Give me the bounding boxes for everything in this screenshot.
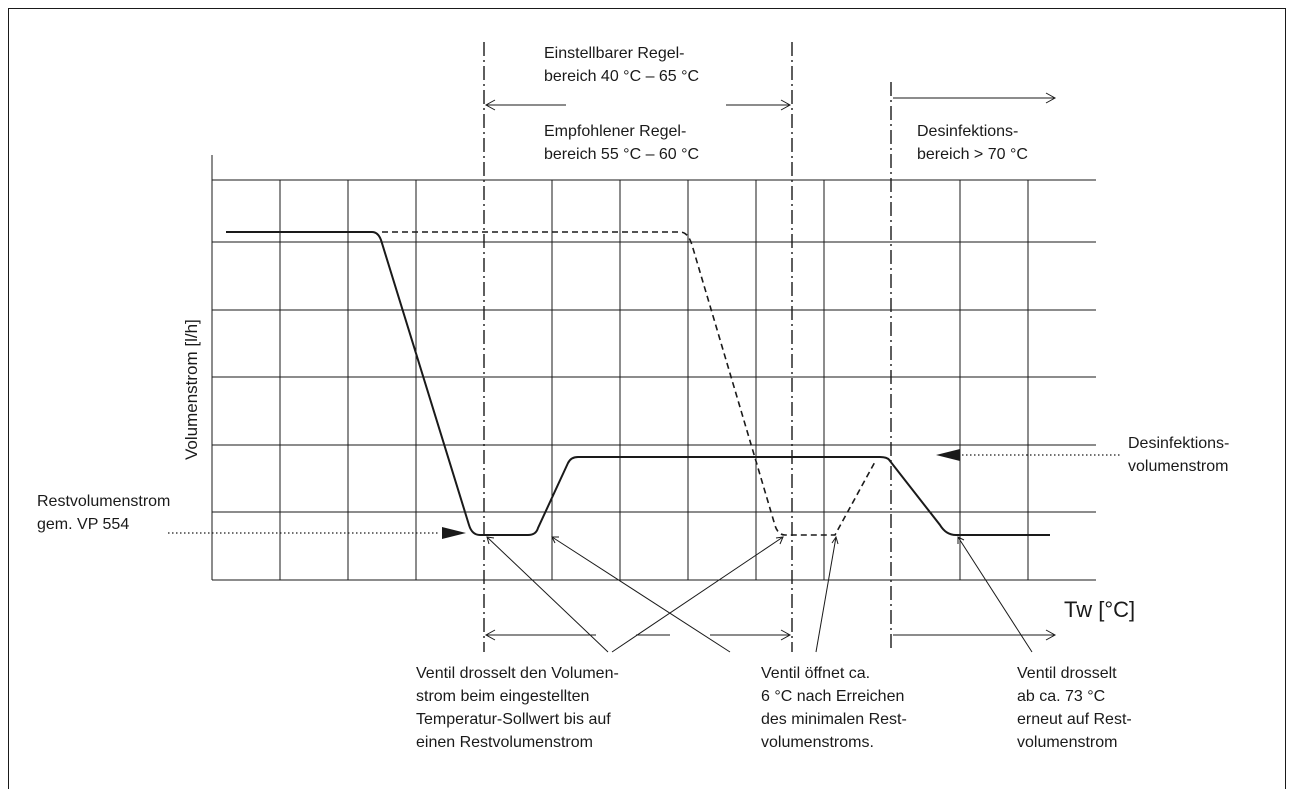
note-ventil-oeffnet: Ventil öffnet ca. 6 °C nach Erreichen des … [761, 665, 907, 751]
chart-grid [211, 155, 1096, 581]
label-restvolumenstrom: Restvolumenstrom gem. VP 554 [37, 493, 171, 533]
x-axis-label: Tw [°C] [1064, 597, 1136, 622]
label-empfohlener-regelbereich: Empfohlener Regel-bereich 55 °C – 60 °C [544, 123, 700, 163]
y-axis-label: Volumenstrom [l/h] [182, 319, 201, 460]
region-boundaries [483, 42, 892, 652]
label-desinfektionsvolumenstrom: Desinfektions-volumenstrom [1128, 435, 1230, 475]
range-arrows [484, 92, 1057, 641]
label-einstellbarer-regelbereich: Einstellbarer Regel-bereich 40 °C – 65 °… [544, 45, 700, 85]
label-desinfektionsbereich: Desinfektions-bereich > 70 °C [917, 123, 1028, 163]
annotation-pointers [486, 535, 1033, 653]
note-ventil-drosselt: Ventil drosselt den Volumen-strom beim e… [416, 665, 619, 751]
note-ventil-drosselt-73: Ventil drosselt ab ca. 73 °C erneut auf Re… [1017, 665, 1132, 751]
outer-frame [8, 8, 1286, 789]
flow-curve-dashed [382, 231, 877, 536]
flow-curve-solid [226, 231, 1050, 536]
dotted-leaders [168, 449, 1122, 539]
